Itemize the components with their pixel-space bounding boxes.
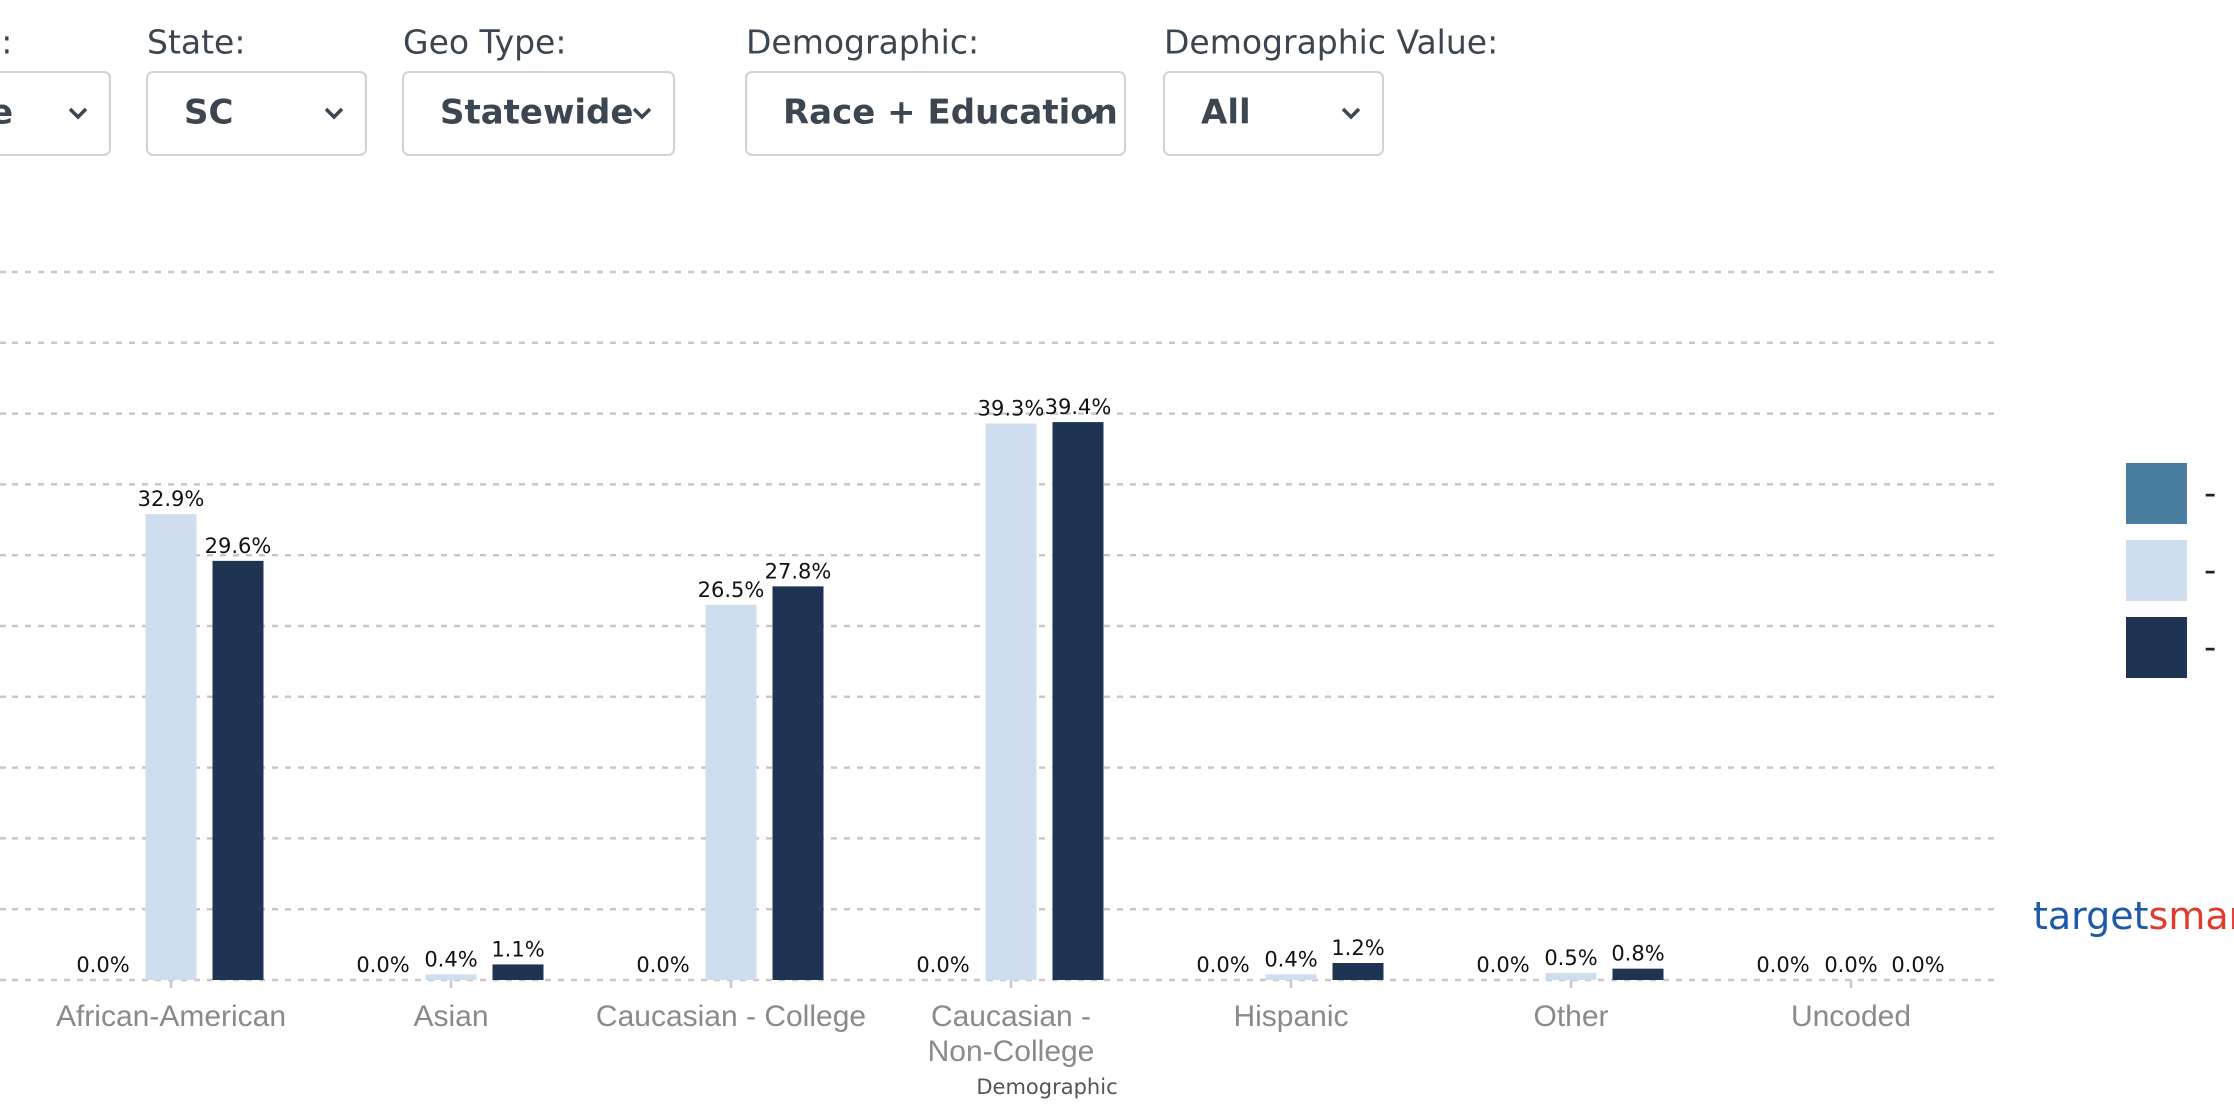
value-label: 0.0% — [1824, 953, 1877, 977]
bar — [492, 964, 544, 980]
filter-label: Geo Type: — [403, 23, 566, 62]
legend-swatch — [2126, 463, 2187, 524]
filter-label: pe: — [0, 23, 12, 62]
dropdown-value[interactable]: All — [1201, 93, 1251, 133]
dropdown-box[interactable] — [402, 71, 675, 156]
value-label: 0.4% — [424, 947, 477, 971]
dropdown[interactable]: Statewide — [402, 71, 675, 156]
bar — [772, 586, 824, 980]
watermark-part: target — [2033, 894, 2149, 938]
value-label: 0.0% — [356, 953, 409, 977]
dropdown-value[interactable]: Statewide — [440, 93, 633, 133]
dropdown[interactable]: SC — [146, 71, 367, 156]
bar — [425, 974, 477, 980]
watermark: targetsmart — [2033, 894, 2234, 938]
value-label: 0.8% — [1611, 942, 1664, 966]
value-label: 39.3% — [978, 397, 1045, 421]
dropdown-box[interactable] — [0, 71, 111, 156]
dropdown[interactable]: All — [1163, 71, 1384, 156]
legend-swatch — [2126, 540, 2187, 601]
dropdown-value[interactable]: Race + Education — [783, 93, 1118, 133]
value-label: 27.8% — [765, 559, 832, 583]
bar — [1612, 968, 1664, 980]
value-label: 0.0% — [1476, 953, 1529, 977]
x-tick-label: Asian — [413, 1000, 488, 1033]
x-tick-label: Hispanic — [1233, 1000, 1348, 1033]
bar — [1332, 963, 1384, 980]
value-label: 0.4% — [1264, 947, 1317, 971]
legend-label: - — [2204, 551, 2216, 591]
x-tick-label: Uncoded — [1791, 1000, 1911, 1033]
value-label: 1.2% — [1331, 936, 1384, 960]
value-label: 1.1% — [491, 937, 544, 961]
legend-swatch — [2126, 617, 2187, 678]
value-label: 0.0% — [76, 953, 129, 977]
bar — [705, 604, 757, 980]
chevron[interactable] — [324, 107, 344, 120]
value-label: 32.9% — [138, 487, 205, 511]
x-tick-label: Other — [1533, 1000, 1608, 1033]
value-label: 0.0% — [916, 953, 969, 977]
value-label: 0.0% — [636, 953, 689, 977]
legend-label: - — [2204, 628, 2216, 668]
filter-label: State: — [147, 23, 245, 62]
filter-label: Demographic Value: — [1164, 23, 1498, 62]
dropdown-box[interactable] — [745, 71, 1126, 156]
x-tick-label: Caucasian - College — [596, 1000, 866, 1033]
value-label: 0.0% — [1891, 953, 1944, 977]
legend-label: - — [2204, 474, 2216, 514]
x-tick-label: African-American — [56, 1000, 286, 1033]
chevron[interactable] — [68, 107, 88, 120]
dropdown[interactable]: Race + Education — [745, 71, 1126, 156]
value-label: 29.6% — [205, 534, 272, 558]
value-label: 26.5% — [698, 578, 765, 602]
bar — [1265, 974, 1317, 980]
dropdown[interactable]: e — [0, 71, 111, 156]
x-tick-label: Caucasian -Non-College — [928, 1000, 1095, 1068]
value-label: 0.0% — [1196, 953, 1249, 977]
dropdown-box[interactable] — [1163, 71, 1384, 156]
bar — [212, 560, 264, 980]
value-label: 39.4% — [1045, 395, 1112, 419]
chevron[interactable] — [632, 107, 652, 120]
bar — [1545, 972, 1597, 980]
watermark-part: smart — [2149, 894, 2234, 938]
chevron[interactable] — [1083, 107, 1103, 120]
bar — [1052, 422, 1104, 980]
dropdown-value[interactable]: e — [0, 93, 13, 133]
value-label: 0.5% — [1544, 946, 1597, 970]
dropdown-box[interactable] — [146, 71, 367, 156]
value-label: 0.0% — [1756, 953, 1809, 977]
bar — [985, 423, 1037, 981]
bar — [145, 514, 197, 980]
chevron[interactable] — [1341, 107, 1361, 120]
filter-label: Demographic: — [746, 23, 979, 62]
dropdown-value[interactable]: SC — [184, 93, 233, 133]
x-axis-label: Demographic — [976, 1075, 1117, 1099]
